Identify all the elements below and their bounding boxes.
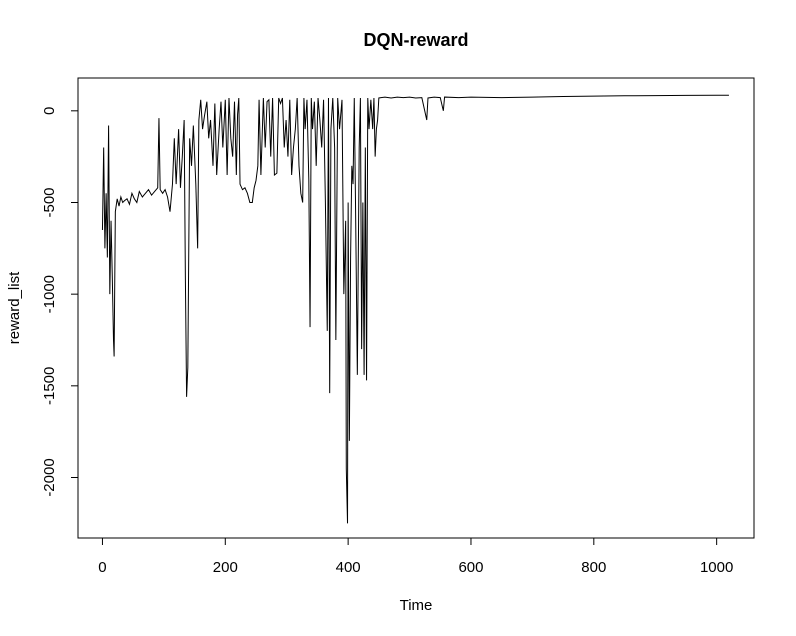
x-tick-label: 400 xyxy=(336,559,361,576)
y-tick-label: -500 xyxy=(41,187,58,217)
x-tick-label: 200 xyxy=(213,559,238,576)
y-tick-label: -2000 xyxy=(41,458,58,496)
x-tick-label: 800 xyxy=(581,559,606,576)
x-tick-label: 0 xyxy=(98,559,106,576)
plot-frame xyxy=(77,77,755,539)
x-tick-label: 600 xyxy=(458,559,483,576)
y-tick-label: 0 xyxy=(41,107,58,115)
chart-title: DQN-reward xyxy=(363,30,468,50)
y-axis-label: reward_list xyxy=(6,271,23,344)
y-tick-label: -1500 xyxy=(41,367,58,405)
x-axis-label: Time xyxy=(400,597,433,614)
series-line xyxy=(101,94,729,524)
y-tick-label: -1000 xyxy=(41,275,58,313)
x-tick-label: 1000 xyxy=(700,559,733,576)
